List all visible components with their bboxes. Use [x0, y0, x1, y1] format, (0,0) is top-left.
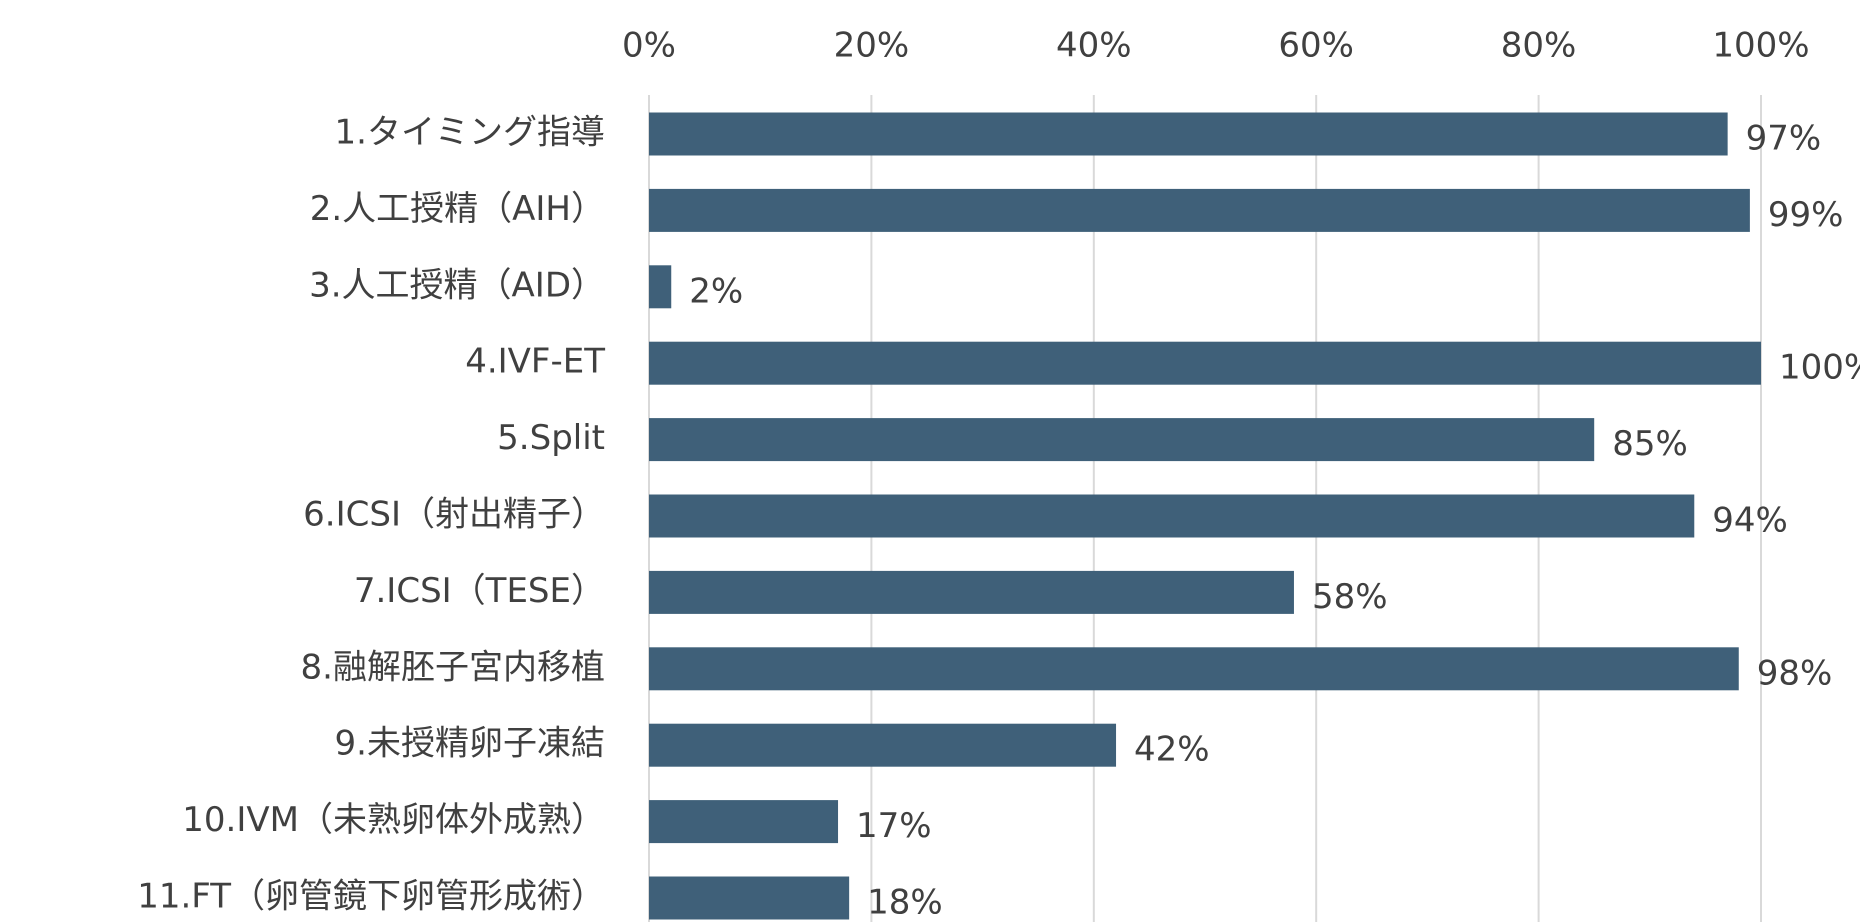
data-label: 100% [1779, 348, 1860, 388]
data-label: 58% [1312, 577, 1388, 617]
data-label: 99% [1768, 195, 1844, 235]
x-tick-label: 20% [834, 26, 910, 66]
x-tick-label: 60% [1278, 26, 1354, 66]
x-tick-label: 80% [1501, 26, 1577, 66]
x-tick-label: 100% [1712, 26, 1809, 66]
y-tick-label: 1.タイミング指導 [335, 113, 605, 153]
bar [649, 800, 839, 844]
y-tick-label: 7.ICSI（TESE） [354, 571, 605, 611]
data-label: 94% [1712, 501, 1788, 541]
bar [649, 494, 1695, 538]
bar [649, 265, 672, 309]
data-label: 98% [1757, 653, 1833, 693]
bar [649, 188, 1750, 232]
data-label: 2% [689, 271, 743, 311]
y-tick-label: 2.人工授精（AIH） [310, 189, 605, 229]
data-label: 18% [867, 883, 943, 922]
bar [649, 647, 1739, 691]
y-tick-label: 9.未授精卵子凍結 [335, 724, 605, 764]
bar [649, 112, 1728, 156]
y-tick-label: 5.Split [497, 418, 605, 458]
bar [649, 876, 850, 920]
y-tick-label: 3.人工授精（AID） [309, 265, 605, 305]
bar [649, 418, 1595, 462]
y-tick-label: 11.FT（卵管鏡下卵管形成術） [137, 877, 605, 917]
data-label: 42% [1134, 730, 1210, 770]
y-tick-label: 8.融解胚子宮内移植 [301, 647, 605, 687]
data-label: 97% [1746, 119, 1822, 159]
x-tick-label: 0% [622, 26, 676, 66]
y-tick-label: 10.IVM（未熟卵体外成熟） [182, 800, 605, 840]
x-tick-label: 40% [1056, 26, 1132, 66]
y-tick-label: 4.IVF-ET [465, 342, 605, 382]
data-label: 85% [1612, 424, 1688, 464]
bar [649, 341, 1761, 385]
y-tick-label: 6.ICSI（射出精子） [303, 495, 605, 535]
data-label: 17% [856, 806, 932, 846]
bar [649, 570, 1294, 614]
bar [649, 723, 1117, 767]
